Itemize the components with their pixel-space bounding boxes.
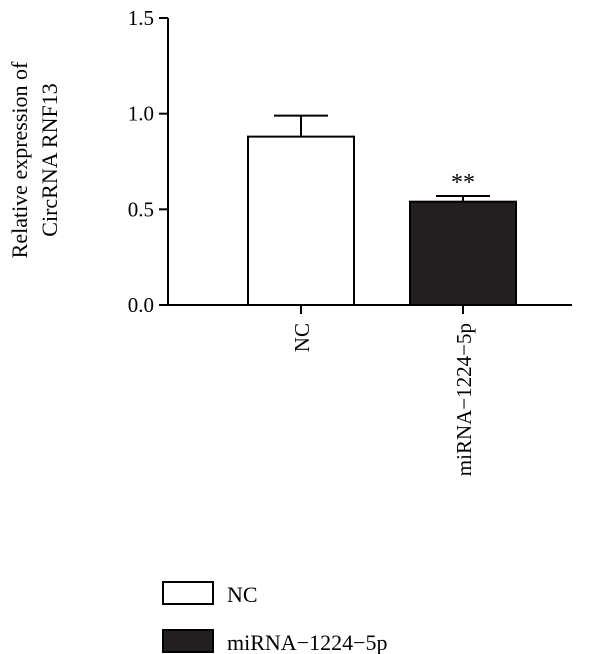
legend-label-1: miRNA−1224−5p — [227, 630, 388, 654]
y-axis-title-line-1: Relative expression of — [7, 61, 32, 258]
x-category-label-1: miRNA−1224−5p — [452, 323, 476, 476]
plot-area: 0.0 0.5 1.0 1.5 NC ** miRNA−1224−5p — [128, 6, 572, 476]
bar-1 — [409, 200, 517, 306]
legend-label-0: NC — [227, 582, 258, 607]
legend-swatch-1 — [162, 629, 214, 653]
y-tick-label-0: 0.0 — [128, 293, 154, 317]
y-axis-title-line-2: CircRNA RNF13 — [37, 83, 62, 236]
bar-0 — [247, 135, 355, 306]
x-category-label-0: NC — [290, 323, 314, 352]
y-tick-label-1: 0.5 — [128, 197, 154, 221]
legend-swatch-0 — [162, 581, 214, 605]
significance-label-1: ** — [451, 170, 475, 196]
y-tick-label-2: 1.0 — [128, 102, 154, 126]
y-axis-title: Relative expression of CircRNA RNF13 — [7, 61, 62, 258]
legend: NC miRNA−1224−5p — [162, 581, 388, 654]
y-tick-label-3: 1.5 — [128, 6, 154, 30]
